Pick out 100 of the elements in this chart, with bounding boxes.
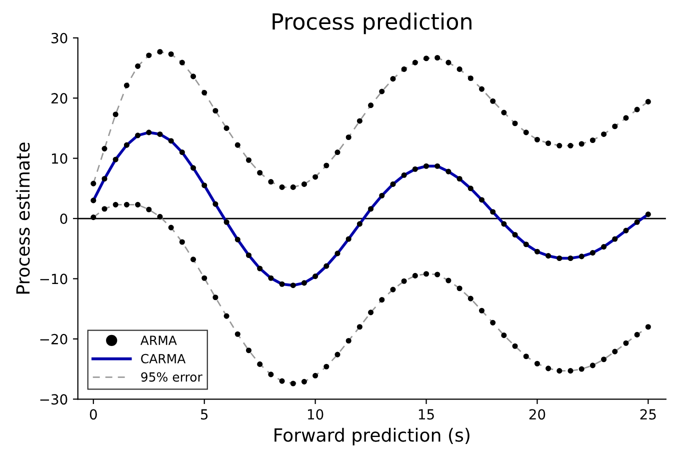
point: [257, 170, 263, 176]
point: [168, 138, 174, 144]
point: [90, 198, 96, 204]
point: [279, 378, 285, 384]
point: [224, 125, 230, 131]
point: [102, 176, 108, 182]
point: [102, 206, 108, 212]
point: [246, 348, 252, 354]
point: [490, 209, 496, 215]
point: [312, 174, 318, 180]
point: [224, 313, 230, 319]
point: [634, 106, 640, 112]
point: [179, 239, 185, 245]
point: [412, 272, 418, 278]
y-tick-label: 0: [60, 213, 68, 224]
point: [301, 378, 307, 384]
point: [301, 181, 307, 187]
point: [234, 142, 240, 148]
point: [446, 168, 452, 174]
point: [279, 281, 285, 287]
point: [268, 179, 274, 185]
point: [290, 184, 296, 190]
point: [401, 172, 407, 178]
point: [135, 63, 141, 69]
point: [112, 202, 118, 208]
point: [446, 278, 452, 284]
point: [568, 142, 574, 148]
point: [568, 255, 574, 262]
point: [202, 182, 208, 188]
point: [478, 308, 485, 314]
point: [401, 278, 407, 284]
point: [246, 157, 252, 163]
point: [190, 165, 196, 171]
point: [578, 366, 584, 372]
point: [212, 294, 218, 300]
point: [112, 156, 118, 162]
legend-label: ARMA: [140, 336, 177, 345]
point: [412, 60, 418, 66]
point: [324, 263, 330, 269]
point: [224, 219, 230, 225]
point: [324, 364, 330, 370]
point: [290, 282, 296, 288]
y-tick-label: 30: [52, 32, 68, 44]
point: [356, 221, 362, 227]
point: [434, 163, 440, 169]
point: [434, 54, 440, 61]
x-tick-label: 5: [201, 409, 208, 420]
point: [546, 366, 552, 372]
point: [202, 275, 208, 281]
point: [90, 214, 96, 220]
point: [578, 141, 584, 147]
point: [246, 252, 252, 258]
point: [590, 137, 596, 144]
point: [202, 90, 208, 96]
point: [390, 286, 396, 292]
point: [390, 76, 396, 82]
point: [212, 108, 218, 114]
point: [468, 186, 474, 192]
point: [546, 253, 552, 259]
point: [346, 134, 352, 140]
point: [401, 66, 407, 72]
point: [234, 236, 240, 242]
point: [124, 142, 130, 148]
point: [102, 146, 108, 152]
point: [601, 244, 607, 250]
point: [501, 221, 507, 227]
point: [179, 150, 185, 156]
point: [612, 124, 618, 130]
point: [356, 324, 362, 330]
point: [556, 368, 562, 374]
point: [157, 131, 163, 137]
point: [512, 343, 518, 349]
point: [556, 142, 562, 148]
point: [124, 202, 130, 208]
point: [534, 136, 540, 142]
point: [168, 224, 174, 230]
point: [534, 248, 540, 254]
point: [135, 132, 141, 138]
point: [168, 51, 174, 57]
point: [645, 98, 651, 104]
point: [234, 331, 240, 337]
point: [612, 348, 618, 354]
point: [456, 66, 462, 72]
point: [556, 255, 562, 262]
point: [379, 297, 385, 303]
point: [601, 356, 607, 362]
point: [90, 180, 96, 186]
point: [334, 150, 340, 156]
point: [468, 75, 474, 81]
point: [268, 275, 274, 281]
point: [468, 296, 474, 302]
point: [157, 48, 163, 55]
point: [257, 361, 263, 367]
point: [446, 60, 452, 66]
point: [334, 352, 340, 358]
point: [157, 214, 163, 220]
point: [368, 206, 374, 212]
point: [146, 130, 152, 136]
point: [645, 212, 651, 218]
point: [590, 250, 596, 256]
